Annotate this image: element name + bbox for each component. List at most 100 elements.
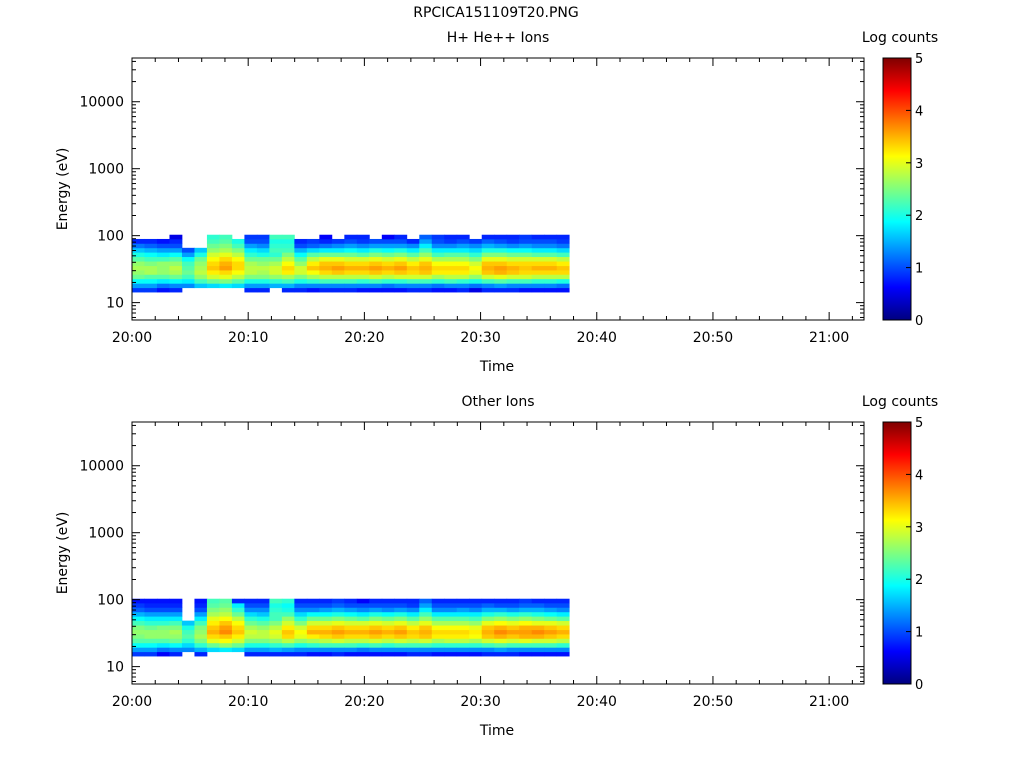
heatmap-cell <box>281 270 295 275</box>
heatmap-cell <box>269 616 283 622</box>
heatmap-cell <box>544 598 558 604</box>
heatmap-cell <box>481 265 495 271</box>
heatmap-cell <box>294 647 308 653</box>
heatmap-cell <box>394 247 408 253</box>
heatmap-cell <box>494 256 508 262</box>
heatmap-cell <box>144 620 158 626</box>
heatmap-cell <box>244 642 258 648</box>
heatmap-cell <box>394 287 408 293</box>
heatmap-cell <box>356 629 370 635</box>
heatmap-cell <box>469 243 483 249</box>
heatmap-cell <box>556 602 570 608</box>
heatmap-cell <box>544 642 558 648</box>
heatmap-cell <box>469 598 483 604</box>
heatmap-cell <box>206 638 220 644</box>
heatmap-cell <box>244 602 258 608</box>
heatmap-cell <box>531 634 545 639</box>
heatmap-cell <box>556 634 570 639</box>
heatmap-cell <box>269 261 283 267</box>
heatmap-cell <box>256 252 270 258</box>
heatmap-cell <box>444 261 458 267</box>
heatmap-cell <box>306 602 320 608</box>
heatmap-cell <box>406 651 420 657</box>
heatmap-cell <box>456 634 470 639</box>
heatmap-cell <box>194 274 208 280</box>
heatmap-cell <box>319 265 333 271</box>
heatmap-cell <box>194 278 208 284</box>
heatmap-cell <box>431 243 445 249</box>
heatmap-cell <box>531 625 545 631</box>
heatmap-cell <box>369 261 383 267</box>
heatmap-cell <box>444 611 458 617</box>
heatmap-cell <box>444 265 458 271</box>
heatmap-cell <box>194 283 208 289</box>
heatmap-cell <box>256 629 270 635</box>
heatmap-cell <box>494 247 508 253</box>
heatmap-cell <box>394 638 408 644</box>
heatmap-cell <box>481 287 495 293</box>
heatmap-cell <box>481 620 495 626</box>
heatmap-cell <box>331 252 345 258</box>
heatmap-cell <box>306 638 320 644</box>
heatmap-cell <box>369 620 383 626</box>
heatmap-cell <box>369 256 383 262</box>
heatmap-cell <box>481 238 495 244</box>
heatmap-cell <box>269 256 283 262</box>
heatmap-cell <box>244 607 258 613</box>
heatmap-cell <box>444 234 458 240</box>
colorbar-tick-label: 0 <box>915 314 923 329</box>
heatmap-cell <box>431 252 445 258</box>
heatmap-cell <box>494 243 508 249</box>
heatmap-cell <box>506 278 520 284</box>
heatmap-cell <box>519 274 533 280</box>
heatmap-cell <box>481 642 495 648</box>
heatmap-cell <box>469 283 483 289</box>
heatmap-cell <box>169 611 183 617</box>
heatmap-cell <box>419 616 433 622</box>
heatmap-cell <box>231 602 245 608</box>
heatmap-cell <box>469 602 483 608</box>
heatmap-cell <box>519 625 533 631</box>
heatmap-cell <box>369 638 383 644</box>
heatmap-cell <box>319 252 333 258</box>
heatmap-cell <box>419 607 433 613</box>
heatmap-cell <box>419 638 433 644</box>
heatmap-cell <box>144 629 158 635</box>
heatmap-cell <box>281 287 295 293</box>
heatmap-cell <box>481 629 495 635</box>
heatmap-cell <box>519 598 533 604</box>
heatmap-cell <box>469 651 483 657</box>
heatmap-cell <box>419 274 433 280</box>
heatmap-cell <box>381 598 395 604</box>
heatmap-cell <box>206 611 220 617</box>
heatmap-cell <box>319 642 333 648</box>
heatmap-cell <box>181 265 195 271</box>
heatmap-cell <box>181 274 195 280</box>
heatmap-cell <box>144 634 158 639</box>
heatmap-cell <box>444 629 458 635</box>
heatmap-cell <box>269 234 283 240</box>
heatmap-cell <box>144 625 158 631</box>
heatmap-cell <box>256 647 270 653</box>
heatmap-cell <box>456 270 470 275</box>
heatmap-cell <box>481 607 495 613</box>
heatmap-cell <box>406 611 420 617</box>
heatmap-cell <box>156 642 170 648</box>
heatmap-cell <box>531 238 545 244</box>
heatmap-cell <box>531 252 545 258</box>
heatmap-cell <box>444 238 458 244</box>
heatmap-cell <box>244 278 258 284</box>
heatmap-cell <box>556 616 570 622</box>
heatmap-cell <box>219 620 233 626</box>
heatmap-cell <box>256 270 270 275</box>
heatmap-cell <box>494 287 508 293</box>
heatmap-cell <box>294 247 308 253</box>
heatmap-cell <box>556 243 570 249</box>
heatmap-cell <box>294 598 308 604</box>
heatmap-cell <box>194 611 208 617</box>
heatmap-cell <box>406 247 420 253</box>
heatmap-cell <box>481 602 495 608</box>
heatmap-cell <box>281 247 295 253</box>
heatmap-cell <box>194 638 208 644</box>
heatmap-cell <box>444 283 458 289</box>
